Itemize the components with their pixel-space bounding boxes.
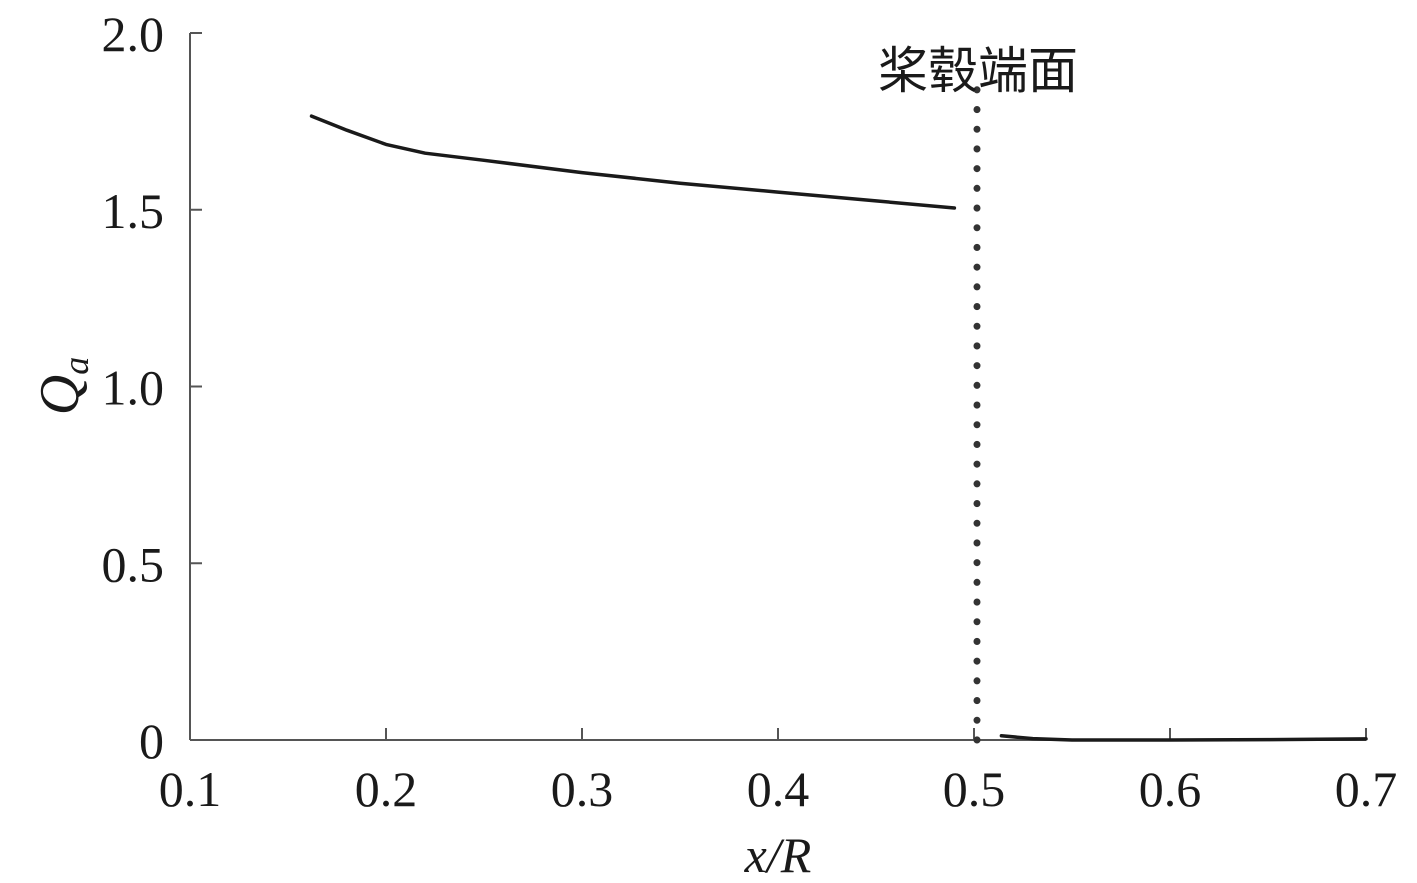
x-tick-label: 0.7 <box>1335 761 1398 817</box>
x-tick-label: 0.2 <box>355 761 418 817</box>
x-tick-label: 0.5 <box>943 761 1006 817</box>
x-tick-label: 0.3 <box>551 761 614 817</box>
x-tick-label: 0.4 <box>747 761 810 817</box>
y-tick-label: 2.0 <box>102 6 165 62</box>
axes: 0.1 0.2 0.3 0.4 0.5 0.6 0.7 0 0.5 1.0 1.5 2.0 <box>102 6 1398 817</box>
series-line-before <box>309 114 957 210</box>
series-line-after <box>999 734 1368 742</box>
x-tick-label: 0.1 <box>159 761 222 817</box>
y-axis-label: Qa <box>29 357 96 415</box>
annotation: 桨毂端面 <box>878 43 1078 744</box>
y-axis-label-main: Q <box>29 375 91 415</box>
y-tick-label: 0 <box>139 713 164 769</box>
hub-end-face-label: 桨毂端面 <box>878 43 1078 99</box>
y-tick-label: 0.5 <box>102 536 165 592</box>
y-tick-label: 1.0 <box>102 360 165 416</box>
y-tick-label: 1.5 <box>102 183 165 239</box>
x-axis-label: x/R <box>744 827 812 883</box>
data-lines <box>309 114 1368 742</box>
svg-text:Qa: Qa <box>29 357 96 415</box>
y-axis-label-subscript: a <box>56 357 96 375</box>
x-tick-label: 0.6 <box>1139 761 1202 817</box>
